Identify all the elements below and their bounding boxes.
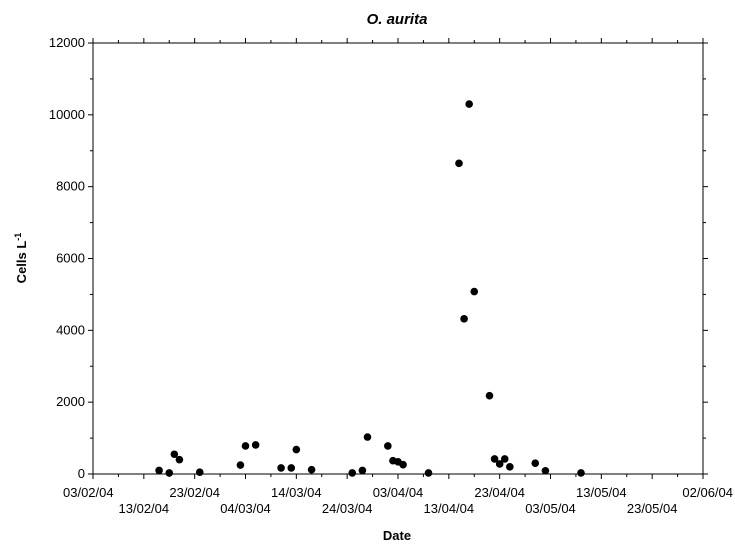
data-point (500, 455, 509, 463)
x-tick-label: 03/02/04 (63, 485, 114, 500)
x-tick-label: 23/05/04 (627, 501, 678, 516)
x-tick-label: 03/05/04 (525, 501, 576, 516)
data-point (241, 442, 250, 450)
data-point (485, 391, 494, 400)
x-tick-label: 24/03/04 (322, 501, 373, 516)
data-point (384, 442, 392, 450)
y-axis: 0 2000 4000 6000 8000 10000 12000 (49, 35, 708, 481)
y-tick-label: 2000 (56, 394, 85, 409)
x-axis-label: Date (383, 528, 411, 543)
y-tick-label: 6000 (56, 251, 85, 266)
y-tick-label: 8000 (56, 179, 85, 194)
y-axis-label-superscript: -1 (13, 233, 23, 241)
data-point (495, 460, 504, 468)
y-tick-label: 10000 (49, 107, 85, 122)
data-point (236, 461, 245, 469)
data-point (541, 466, 550, 475)
data-point (195, 468, 204, 477)
data-point (358, 466, 367, 475)
data-point (506, 463, 514, 471)
data-point (170, 450, 179, 459)
data-point (251, 441, 260, 449)
y-axis-label-text: Cells L (14, 241, 29, 284)
y-tick-label: 4000 (56, 322, 85, 337)
data-point (155, 466, 163, 475)
data-point (399, 460, 407, 469)
data-point (531, 459, 540, 468)
data-point (307, 465, 316, 474)
data-points (155, 100, 585, 477)
x-tick-label: 13/05/04 (576, 485, 627, 500)
data-point (292, 445, 301, 454)
data-point (490, 455, 499, 463)
data-point (287, 464, 296, 472)
x-tick-label: 14/03/04 (271, 485, 322, 500)
x-tick-label: 03/04/04 (373, 485, 424, 500)
data-point (460, 315, 468, 323)
x-axis: 03/02/04 13/02/0423/02/0404/03/0414/03/04… (63, 38, 733, 516)
y-tick-label: 12000 (49, 35, 85, 50)
x-tick-label: 23/04/04 (474, 485, 525, 500)
data-point (470, 287, 479, 296)
x-tick-label: 23/02/04 (169, 485, 220, 500)
data-point (424, 469, 433, 477)
data-point (465, 100, 473, 108)
data-point (348, 469, 357, 477)
x-tick-label: 13/02/04 (119, 501, 170, 516)
data-point (277, 464, 285, 472)
chart-title: O. aurita (367, 11, 428, 28)
x-tick-label: 02/06/04 (682, 485, 733, 500)
x-tick-label: 13/04/04 (424, 501, 475, 516)
y-tick-label: 0 (78, 466, 85, 481)
data-point (363, 433, 372, 441)
data-point (455, 159, 463, 168)
y-axis-label: Cells L-1 (13, 233, 29, 284)
x-tick-label: 04/03/04 (220, 501, 271, 516)
data-point (577, 469, 585, 477)
plot-area (92, 42, 704, 475)
data-point (165, 469, 174, 477)
data-point (175, 455, 184, 464)
